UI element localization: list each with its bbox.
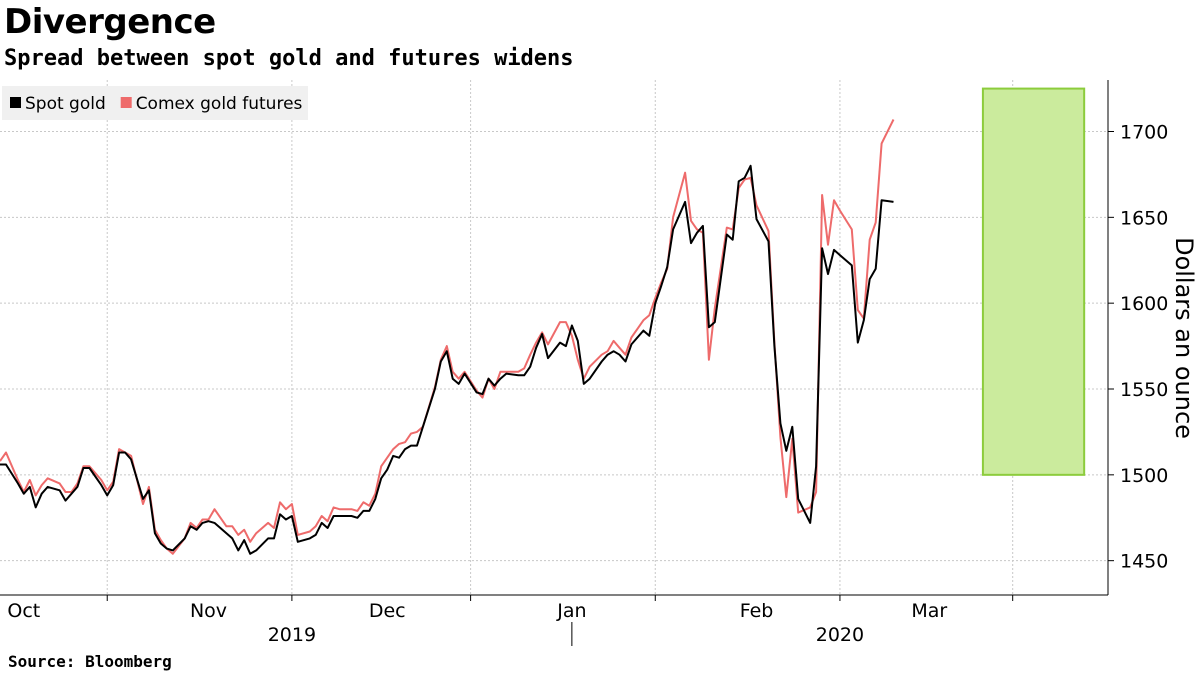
legend-background (2, 86, 308, 120)
legend-swatch-comex-gold-futures (120, 97, 132, 108)
x-tick-label: Mar (911, 600, 947, 622)
spot-gold-line (0, 164, 894, 555)
chart-title: Divergence (4, 2, 216, 42)
y-axis-label: Dollars an ounce (1170, 237, 1198, 439)
y-tick-label: 1550 (1120, 379, 1168, 401)
grid (0, 80, 1108, 595)
chart-subtitle: Spread between spot gold and futures wid… (4, 46, 574, 71)
legend: Spot gold Comex gold futures (2, 86, 308, 120)
y-tick-label: 1600 (1120, 293, 1168, 315)
series-lines (0, 119, 895, 555)
axes: 1450 1500 1550 1600 1650 1700 Oct Nov Dec Jan Feb M… (0, 80, 1198, 646)
x-year-label: 2019 (268, 624, 316, 646)
highlight-box (981, 87, 1086, 476)
legend-label-spot-gold: Spot gold (25, 94, 106, 114)
y-tick-label: 1650 (1120, 207, 1168, 229)
y-tick-label: 1700 (1120, 122, 1168, 144)
x-tick-label: Dec (369, 600, 406, 622)
highlight-region (981, 87, 1086, 476)
x-tick-label: Oct (7, 600, 40, 622)
legend-label-comex-gold-futures: Comex gold futures (136, 94, 303, 114)
source-note: Source: Bloomberg (8, 652, 172, 671)
y-tick-label: 1450 (1120, 551, 1168, 573)
x-tick-label: Feb (740, 600, 774, 622)
comex-gold-futures-line (0, 119, 895, 555)
y-tick-label: 1500 (1120, 465, 1168, 487)
x-tick-label: Jan (556, 600, 586, 622)
legend-swatch-spot-gold (10, 97, 21, 108)
x-year-label: 2020 (816, 624, 864, 646)
x-tick-label: Nov (190, 600, 227, 622)
